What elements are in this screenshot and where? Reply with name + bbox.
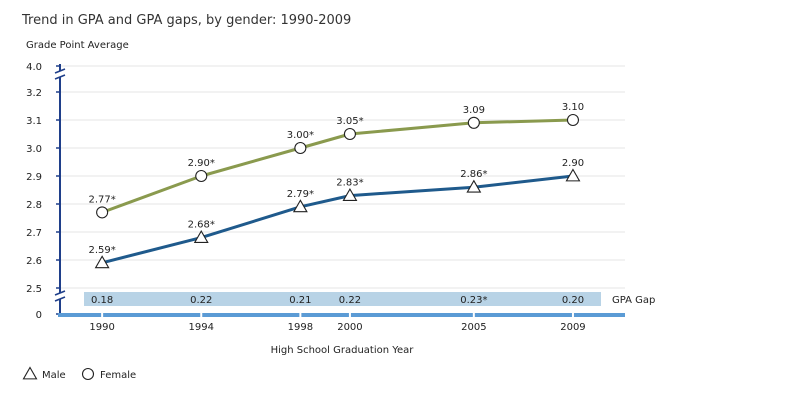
gridlines <box>60 65 625 289</box>
female-point <box>467 116 480 129</box>
x-tick-label: 2009 <box>560 322 585 333</box>
y-tick-label: 2.8 <box>26 200 42 211</box>
male-point <box>94 255 110 269</box>
chart-title: Trend in GPA and GPA gaps, by gender: 19… <box>21 13 351 28</box>
y-tick-label: 2.5 <box>26 284 42 295</box>
male-point <box>342 187 358 202</box>
y-tick-label: 3.2 <box>26 88 42 99</box>
gap-band <box>84 292 601 306</box>
axis-break-mark <box>54 74 66 80</box>
x-tick-label: 1990 <box>89 322 114 333</box>
male-point <box>193 229 209 244</box>
female-data-label: 3.09 <box>463 105 485 116</box>
axis-break-mark <box>54 290 66 296</box>
gap-value: 0.20 <box>562 295 584 306</box>
axis-break-mark <box>54 68 66 74</box>
axes: 4.0 3.2 3.1 3.0 2.9 2.8 2.7 2.6 2.5 0 1990 1994 1998… <box>26 62 625 333</box>
axis-break-mark <box>54 296 66 302</box>
legend-triangle-icon <box>22 366 38 380</box>
axis-break-gap <box>57 71 63 77</box>
female-data-label: 3.05* <box>336 116 363 127</box>
x-axis-title: High School Graduation Year <box>271 345 415 356</box>
female-point <box>343 127 356 141</box>
female-data-label: 3.10 <box>562 102 584 113</box>
male-point <box>565 168 581 182</box>
male-data-label: 2.83* <box>336 178 363 189</box>
female-data-label: 2.77* <box>88 194 115 205</box>
male-data-label: 2.90 <box>562 158 584 169</box>
series: 2.77* 2.90* 3.00* 3.05* 3.09 3.10 2.59* 2.68* 2.… <box>88 102 584 269</box>
legend-label: Male <box>42 370 66 381</box>
y-axis-title: Grade Point Average <box>26 40 129 51</box>
gap-row-label: GPA Gap <box>612 295 655 306</box>
female-point <box>566 113 580 127</box>
y-tick-label: 0 <box>36 310 42 321</box>
male-data-label: 2.79* <box>287 189 314 200</box>
female-point <box>294 141 307 155</box>
x-tick-label: 1994 <box>189 322 214 333</box>
y-tick-label: 2.7 <box>26 228 42 239</box>
male-point <box>292 199 308 213</box>
gap-value: 0.22 <box>339 295 361 306</box>
male-data-label: 2.86* <box>460 169 487 180</box>
axis-break-gap <box>57 293 63 299</box>
x-tick-label: 1998 <box>288 322 313 333</box>
male-data-label: 2.59* <box>88 245 115 256</box>
male-data-label: 2.68* <box>188 220 215 231</box>
y-tick-label: 2.9 <box>26 172 42 183</box>
x-tick-label: 2000 <box>337 322 362 333</box>
female-point <box>96 206 109 219</box>
y-tick-label: 2.6 <box>26 256 42 267</box>
gap-value: 0.18 <box>91 295 113 306</box>
male-point <box>466 179 482 193</box>
female-data-label: 2.90* <box>188 158 215 169</box>
gap-value: 0.21 <box>289 295 311 306</box>
gpa-gap-band: 0.18 0.22 0.21 0.22 0.23* 0.20 <box>84 292 601 306</box>
gap-value: 0.23* <box>460 295 487 306</box>
legend-label: Female <box>100 370 136 381</box>
legend-circle-icon <box>81 367 95 381</box>
male-series-line <box>101 174 574 265</box>
legend: Male Female <box>22 366 136 381</box>
x-tick-label: 2005 <box>461 322 486 333</box>
female-data-label: 3.00* <box>287 130 314 141</box>
gap-value: 0.22 <box>190 295 212 306</box>
y-tick-label: 4.0 <box>26 62 42 73</box>
y-tick-label: 3.1 <box>26 116 42 127</box>
female-series-line <box>101 118 574 214</box>
y-tick-label: 3.0 <box>26 144 42 155</box>
female-point <box>195 169 208 183</box>
